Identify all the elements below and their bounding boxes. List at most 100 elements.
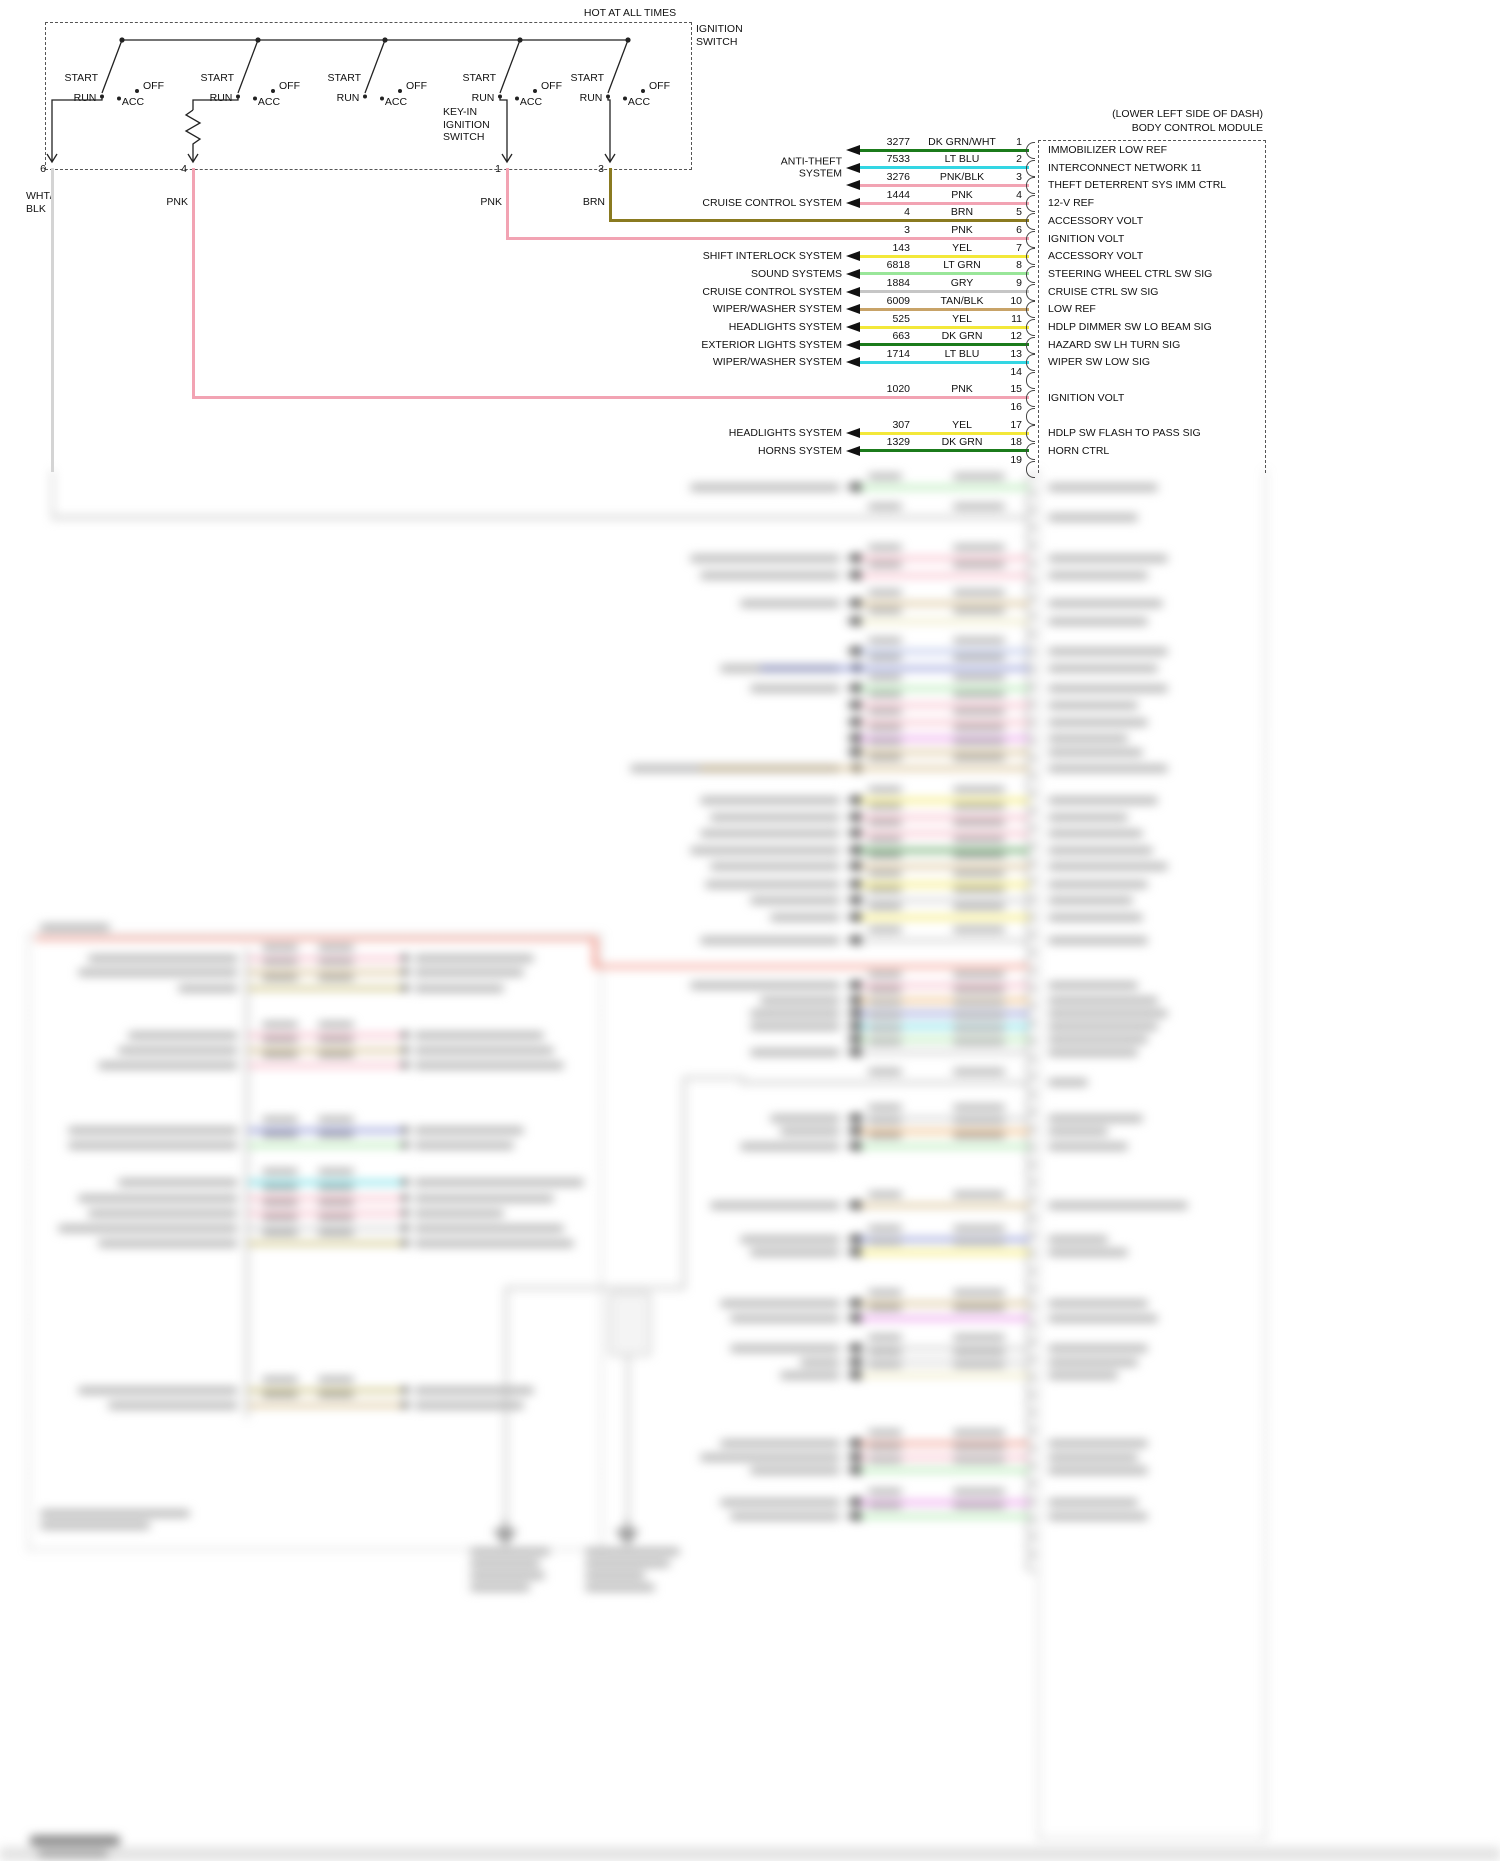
blurred-text-blob — [318, 1117, 354, 1122]
blurred-wire-line — [860, 1514, 1029, 1518]
blurred-text-blob — [262, 1052, 298, 1057]
blurred-wire-line — [501, 1540, 509, 1543]
blurred-wire-line — [860, 573, 1029, 577]
blurred-text-blob — [318, 975, 354, 980]
blurred-wire-line — [494, 1530, 516, 1533]
blurred-arrow — [846, 1465, 860, 1475]
wire-color-label: WHT/ BLK — [26, 190, 53, 215]
blurred-text-blob — [720, 1498, 840, 1506]
blurred-text-blob — [710, 1201, 840, 1209]
blurred-text-blob — [750, 1466, 840, 1474]
blurred-text-blob — [700, 1453, 840, 1461]
signal-name: INTERCONNECT NETWORK 11 — [1048, 161, 1202, 174]
blurred-text-blob — [690, 554, 840, 562]
system-label: CRUISE CONTROL SYSTEM — [702, 285, 842, 298]
connector-pin-bracket — [1026, 212, 1035, 230]
blurred-wire-line — [860, 1468, 1029, 1472]
blurred-wire-line — [683, 1077, 745, 1079]
connector-pin-bracket — [1026, 616, 1035, 634]
junction-dot — [402, 1142, 408, 1148]
wire-line — [860, 148, 1029, 152]
connector-pin-bracket — [1026, 846, 1035, 864]
blurred-text-blob — [262, 1392, 298, 1397]
blurred-text-blob — [262, 1230, 298, 1235]
connector-pin-bracket — [1026, 407, 1035, 425]
system-label: CRUISE CONTROL SYSTEM — [702, 196, 842, 209]
blurred-text-blob — [953, 1192, 1005, 1197]
blurred-text-blob — [953, 562, 1005, 567]
blurred-text-blob — [953, 1133, 1005, 1138]
blurred-text-blob — [585, 1548, 680, 1555]
blurred-text-blob — [414, 1209, 504, 1217]
connector-pin-bracket — [1026, 970, 1035, 988]
blurred-text-blob — [414, 968, 524, 976]
connector-pin-bracket — [1026, 265, 1035, 283]
left-module-box — [28, 934, 602, 1550]
blurred-text-blob — [68, 1126, 238, 1134]
blurred-text-blob — [710, 862, 840, 870]
blurred-text-blob — [770, 1114, 840, 1122]
circuit-number: 307 — [892, 418, 910, 431]
signal-name: LOW REF — [1048, 303, 1096, 316]
signal-name: CRUISE CTRL SW SIG — [1048, 285, 1159, 298]
connector-pin-bracket — [1026, 669, 1035, 687]
junction-dot — [402, 955, 408, 961]
switch-pos-run: RUN — [73, 92, 97, 104]
blurred-text-blob — [953, 871, 1005, 876]
blurred-text-blob — [1048, 554, 1168, 562]
connector-pin-bracket — [1026, 248, 1035, 266]
blurred-arrow — [846, 995, 860, 1005]
blurred-text-blob — [1048, 829, 1143, 837]
wire-color-label: TAN/BLK — [940, 294, 984, 307]
blurred-text-blob — [262, 1200, 298, 1205]
blurred-text-blob — [128, 1031, 238, 1039]
bottom-bar — [0, 1847, 1500, 1861]
blurred-text-blob — [1048, 1127, 1108, 1135]
blurred-text-blob — [750, 896, 840, 904]
blurred-text-blob — [953, 545, 1005, 550]
blurred-text-blob — [262, 1132, 298, 1137]
pin-number: 13 — [1010, 347, 1022, 360]
blurred-text-blob — [953, 675, 1005, 680]
blurred-text-blob — [414, 1194, 554, 1202]
connector-pin-bracket — [1026, 598, 1035, 616]
switch-pos-off: OFF — [541, 80, 562, 92]
blurred-text-blob — [1048, 1201, 1188, 1209]
connector-pin-bracket — [1026, 952, 1035, 970]
pin-number: 14 — [1010, 365, 1022, 378]
system-label: SOUND SYSTEMS — [750, 267, 842, 280]
blurred-text-blob — [740, 1142, 840, 1150]
blurred-text-blob — [868, 1444, 902, 1449]
blurred-text-blob — [953, 725, 1005, 730]
connector-pin-bracket — [1026, 740, 1035, 758]
blurred-text-blob — [1048, 617, 1148, 625]
blurred-text-blob — [690, 981, 840, 989]
blurred-arrow — [846, 553, 860, 563]
blurred-text-blob — [953, 1000, 1005, 1005]
blurred-wire-line — [860, 750, 1029, 754]
system-label: ANTI-THEFT SYSTEM — [780, 155, 842, 180]
junction-dot — [402, 1210, 408, 1216]
blurred-text-blob — [953, 1349, 1005, 1354]
pin-number: 16 — [1010, 401, 1022, 413]
switch-pos-run: RUN — [471, 92, 495, 104]
connector-pin-bracket — [1026, 1023, 1035, 1041]
blurred-text-blob — [38, 1850, 108, 1857]
blurred-text-blob — [868, 1457, 902, 1462]
connector-pin-bracket — [1026, 336, 1035, 354]
blurred-text-blob — [953, 1290, 1005, 1295]
blurred-arrow — [846, 1126, 860, 1136]
blurred-text-blob — [868, 820, 902, 825]
switch-pos-acc: ACC — [627, 96, 651, 108]
connector-pin-bracket — [1026, 882, 1035, 900]
blurred-text-blob — [1048, 1371, 1118, 1379]
blurred-wire-line — [52, 515, 1029, 519]
blurred-arrow — [846, 1247, 860, 1257]
switch-pos-start: START — [327, 72, 361, 84]
wire-arrow-icon — [846, 339, 860, 350]
blurred-text-blob — [1048, 684, 1168, 692]
blurred-text-blob — [953, 692, 1005, 697]
connector-pin-bracket — [1026, 1218, 1035, 1236]
blurred-text-blob — [720, 1299, 840, 1307]
connector-pin-bracket — [1026, 1413, 1035, 1431]
